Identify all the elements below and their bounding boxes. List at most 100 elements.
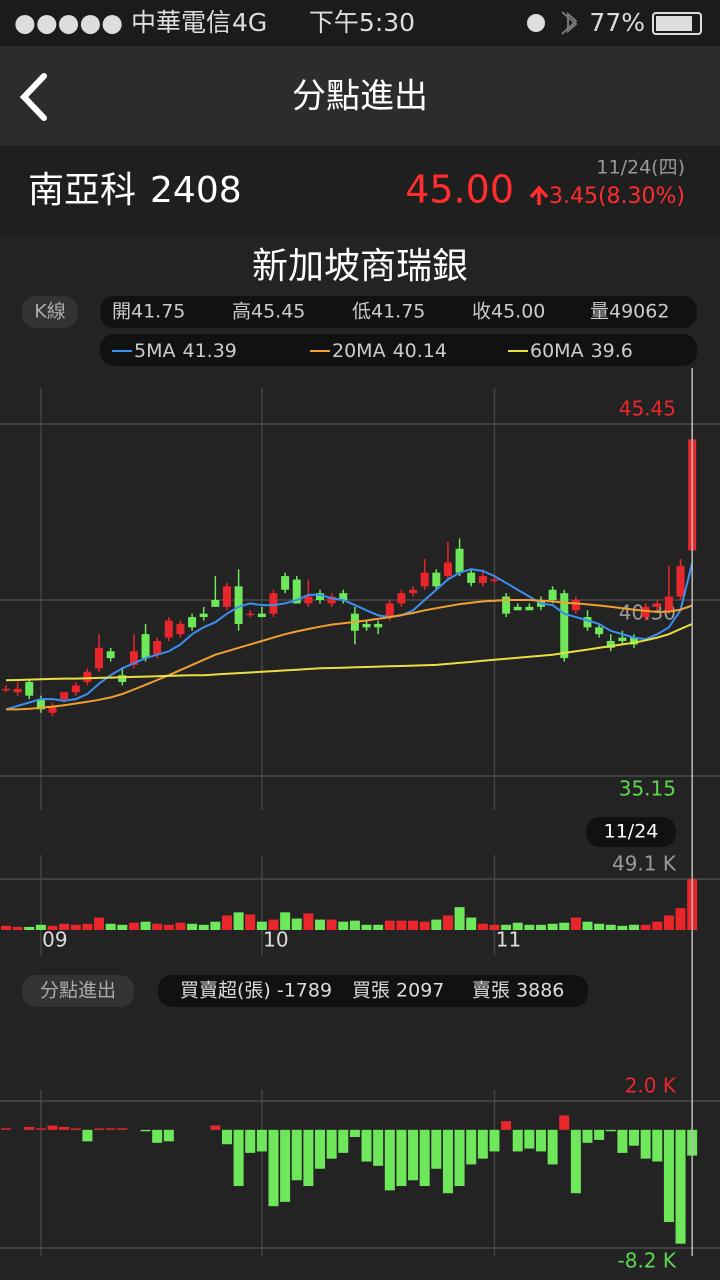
bar (233, 1129, 244, 1187)
bar (338, 1129, 349, 1153)
candle-body (443, 562, 452, 577)
back-button[interactable] (19, 73, 47, 121)
bar (373, 1129, 384, 1166)
y-tick-label: 45.45 (619, 397, 676, 421)
candle-body (362, 623, 371, 628)
stock-price: 45.00 (405, 168, 514, 212)
alarm-icon (527, 14, 545, 32)
bar (431, 919, 442, 930)
stock-change: 3.45(8.30%) (549, 184, 685, 209)
bar (629, 924, 640, 930)
bar (163, 924, 174, 930)
candle-body (478, 576, 487, 583)
quote-date: 11/24(四) (596, 157, 685, 179)
flow-badge[interactable] (22, 975, 134, 1007)
bar (198, 924, 209, 930)
bar (326, 1129, 337, 1159)
bar (442, 915, 453, 930)
bar (559, 922, 570, 930)
legend-value: 39.6 (591, 340, 633, 362)
candle-body (467, 572, 476, 583)
bar (1, 1128, 11, 1130)
bar (315, 1129, 326, 1169)
bar (117, 924, 128, 930)
bar (291, 1129, 302, 1181)
bar (256, 1129, 267, 1152)
bar (187, 923, 198, 930)
bar (629, 1129, 640, 1146)
bar (349, 920, 360, 930)
bar (640, 924, 651, 930)
bar (326, 919, 337, 930)
candle-body (71, 685, 80, 693)
candle-body (676, 565, 685, 597)
candle-body (641, 606, 650, 618)
bar (175, 922, 186, 930)
bar (268, 919, 279, 930)
ma-line (5, 622, 693, 682)
bar (303, 1129, 314, 1187)
battery-fill (656, 16, 692, 31)
bar (594, 923, 605, 930)
candle-body (211, 600, 220, 607)
x-tick-label: 11 (496, 928, 521, 952)
x-tick-label: 09 (42, 928, 67, 952)
candle-body (455, 548, 464, 573)
candle-body (618, 637, 627, 642)
candle-body (502, 596, 511, 614)
bar (128, 922, 139, 930)
battery-level: 77% (589, 8, 645, 37)
bar (396, 920, 407, 930)
kline-badge[interactable] (22, 296, 78, 328)
candle-body (257, 613, 266, 618)
candle-body (409, 589, 418, 594)
candle-body (36, 699, 45, 710)
bar (140, 921, 151, 930)
bar (582, 921, 593, 930)
clock: 下午5:30 (309, 8, 415, 37)
bar (501, 1121, 512, 1130)
bar (594, 1129, 605, 1140)
bar (675, 1129, 686, 1244)
bar (477, 923, 488, 930)
bar (617, 1129, 628, 1153)
bar (524, 924, 535, 930)
stock-row (0, 146, 720, 238)
network: 4G (232, 8, 267, 37)
bar (408, 1129, 419, 1181)
bar (349, 1129, 360, 1138)
candle-body (153, 641, 162, 655)
bar (315, 919, 326, 930)
candle-body (304, 596, 313, 604)
bar (291, 918, 302, 930)
flow-sell: 賣張 3886 (472, 980, 564, 1002)
flow-net: 買賣超(張) -1789 (180, 980, 332, 1002)
nav-bar (0, 46, 720, 146)
candle-body (630, 637, 639, 645)
bar (675, 908, 686, 930)
candle-body (106, 651, 115, 659)
candle-body (141, 634, 150, 659)
candle-body (583, 617, 592, 628)
bar (245, 1129, 256, 1153)
bar (303, 913, 314, 930)
ma-legend-box (100, 334, 697, 366)
candle-body (339, 593, 348, 600)
quote-close: 收45.00 (472, 301, 545, 323)
y-tick-label: 35.15 (619, 777, 676, 801)
ma-legend: 5MA 41.39 20MA 40.14 60MA 39.6 (112, 340, 633, 362)
legend-name: 20MA (332, 340, 386, 362)
bar (489, 924, 500, 930)
legend-entry: 60MA 39.6 (530, 340, 633, 362)
stock-title: 南亞科 2408 (28, 170, 242, 211)
candle-body (606, 641, 615, 648)
cursor-date: 11/24 (604, 821, 659, 843)
bar (94, 1128, 105, 1130)
candle-body (118, 675, 127, 683)
legend-value: 40.14 (393, 340, 447, 362)
bar (408, 920, 419, 930)
candle-body (560, 593, 569, 659)
bar (256, 921, 267, 930)
